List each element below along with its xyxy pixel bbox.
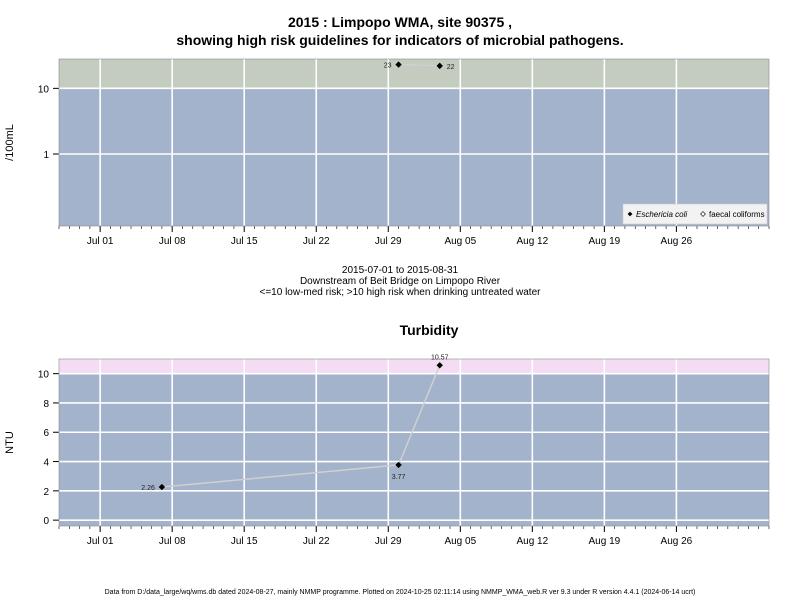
y-tick-label: 8 [43, 399, 49, 410]
y-tick-label: 10 [38, 370, 50, 381]
x-tick-label: Aug 05 [444, 236, 476, 247]
x-tick-label: Aug 19 [589, 236, 621, 247]
y-tick-label: 6 [43, 428, 49, 439]
date-range-label: 2015-07-01 to 2015-08-31 [341, 265, 459, 276]
y-tick-label: 4 [43, 458, 49, 469]
x-tick-label: Jul 08 [159, 236, 186, 247]
x-tick-label: Aug 12 [516, 536, 548, 547]
data-point [436, 62, 443, 70]
data-label: 10.57 [431, 354, 449, 361]
x-tick-label: Jul 22 [303, 536, 330, 547]
data-label: 2.26 [141, 485, 155, 492]
chart-title-line2: showing high risk guidelines for indicat… [176, 32, 624, 48]
chart-title-line1: 2015 : Limpopo WMA, site 90375 , [287, 14, 513, 30]
data-point [395, 61, 402, 68]
x-tick-label: Jul 29 [375, 536, 402, 547]
y-tick-label: 10 [38, 84, 50, 95]
high-risk-band-2 [59, 359, 769, 374]
x-tick-label: Aug 26 [661, 236, 693, 247]
legend-marker-faecal [700, 211, 706, 217]
x-tick-label: Jul 01 [87, 536, 114, 547]
data-label: 3.77 [392, 474, 406, 481]
footer-note: Data from D:/data_large/wq/wms.db dated … [104, 589, 696, 596]
data-point [436, 362, 443, 369]
legend-label-faecal: faecal coliforms [709, 210, 765, 219]
data-point [158, 483, 166, 491]
plot-border [58, 58, 770, 227]
risk-note-label: <=10 low-med risk; >10 high risk when dr… [259, 287, 541, 298]
y-tick-label: 0 [43, 516, 49, 527]
series-line [398, 63, 440, 67]
y-axis-label: NTU [4, 431, 16, 454]
legend-label-ecoli: Eschericia coli [636, 210, 687, 219]
panel-title: Turbidity [400, 322, 459, 338]
x-tick-label: Aug 26 [661, 536, 693, 547]
plot-border [58, 358, 770, 527]
y-tick-label: 2 [43, 487, 49, 498]
x-tick-label: Jul 08 [159, 536, 186, 547]
site-location-label: Downstream of Beit Bridge on Limpopo Riv… [299, 276, 501, 287]
data-point [395, 461, 402, 469]
legend-box [622, 203, 768, 225]
data-label: 23 [384, 63, 392, 70]
x-tick-label: Aug 05 [444, 536, 476, 547]
plot-panel-2 [59, 359, 769, 526]
x-tick-label: Jul 22 [303, 236, 330, 247]
legend-marker-ecoli [627, 211, 633, 217]
x-tick-label: Jul 29 [375, 236, 402, 247]
x-tick-label: Aug 19 [589, 536, 621, 547]
data-label: 22 [447, 64, 455, 71]
high-risk-band-1 [59, 59, 769, 89]
y-tick-label: 1 [43, 150, 49, 161]
x-tick-label: Jul 15 [231, 536, 258, 547]
x-tick-label: Jul 01 [87, 236, 114, 247]
x-tick-label: Aug 12 [516, 236, 548, 247]
y-axis-label: /100mL [4, 124, 16, 161]
x-tick-label: Jul 15 [231, 236, 258, 247]
